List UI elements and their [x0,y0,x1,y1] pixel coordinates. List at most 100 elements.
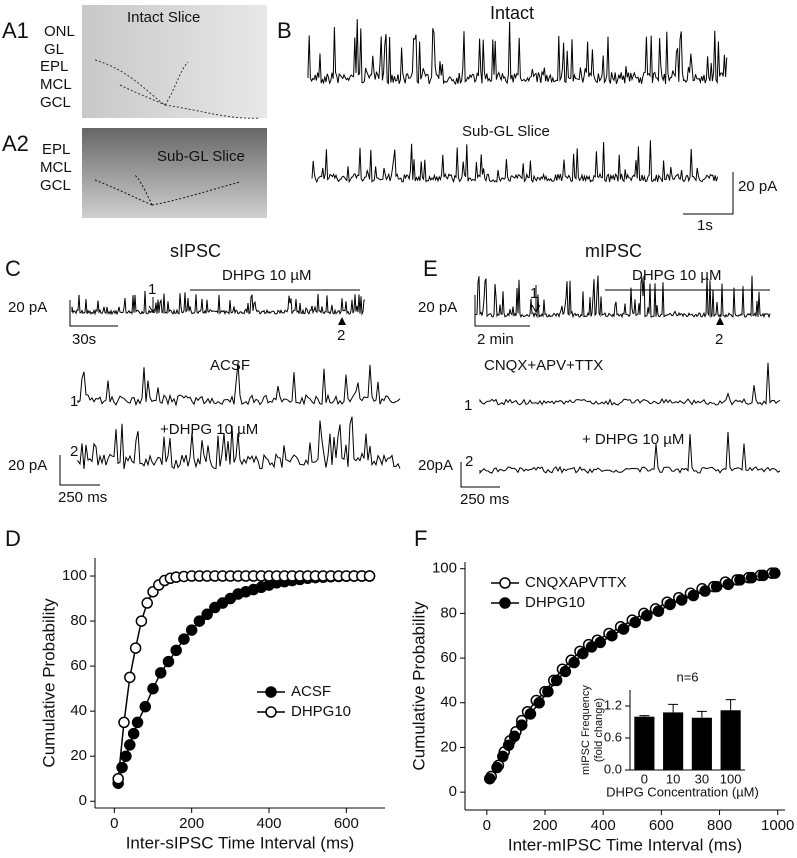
bar [634,716,655,770]
legend-label: DHPG10 [525,594,585,611]
trace-label: +DHPG 10 µM [160,421,258,438]
data-point [124,671,136,684]
y-tick-label: 40 [440,694,457,711]
trace [475,275,771,319]
scale-label: 20 pA [738,178,777,195]
data-point [508,730,521,743]
scale-bar [474,295,530,327]
layer-label: GCL [40,94,71,111]
legend-label: DHPG10 [291,703,351,720]
legend-marker [265,686,277,698]
y-tick-label: 100 [432,560,457,577]
data-point [120,750,132,762]
y-tick-label: 0 [79,792,87,809]
x-axis-label: Inter-mIPSC Time Interval (ms) [508,835,742,853]
data-point [135,615,148,627]
y-axis-label: mIPSC Frequency [580,685,592,775]
data-point [710,580,723,593]
data-point [139,700,152,713]
trace-label: ACSF [210,357,250,374]
y-tick-label: 80 [70,612,87,629]
y-axis-label: Cumulative Probability [39,598,58,768]
data-point [699,585,711,597]
scale-label: 1s [697,217,713,234]
data-point [594,636,607,649]
scale-bar [683,172,734,215]
data-point [502,739,515,751]
data-point [127,727,140,740]
trace [311,140,719,184]
neuron-trace [94,174,241,206]
scale-label: 30s [72,331,96,348]
panel-title: mIPSC [585,241,642,261]
data-point [652,605,665,617]
x-tick-label: 400 [256,815,281,832]
legend-label: ACSF [291,683,331,700]
trace-label: + DHPG 10 µM [582,431,684,448]
trace-label: 2 [70,443,78,460]
panel-label: D [5,526,21,551]
x-tick-label: 400 [591,817,616,834]
inset-title: n=6 [676,669,698,684]
scale-label: 20 pA [8,299,47,316]
y-tick-label: 80 [440,604,457,621]
data-point [641,609,653,622]
data-point [722,578,735,591]
trace [307,19,728,85]
data-point [131,716,144,729]
scale-label: 250 ms [460,491,509,508]
y-tick-label: 0.0 [604,761,622,776]
y-tick-label: 20 [440,738,457,755]
y-axis-label: (fold change) [593,698,605,762]
x-axis-label: Inter-sIPSC Time Interval (ms) [126,833,355,852]
trace-label: 2 [465,453,473,470]
data-point [112,772,124,785]
layer-label: EPL [42,141,70,158]
y-tick-label: 1.2 [604,697,622,712]
panel-label: A1 [2,18,29,43]
trace [77,362,401,407]
marker-label: 2 [337,327,345,344]
slice-image [82,5,267,118]
data-point [524,708,537,720]
data-point [585,641,598,653]
layer-label: MCL [40,76,72,93]
drug-label: DHPG 10 µM [632,267,722,284]
trace-title: Sub-GL Slice [462,123,550,140]
trace [71,290,366,316]
x-tick-label: 600 [649,817,674,834]
data-point [542,685,554,698]
arrow [338,317,346,325]
marker-label: 2 [715,331,723,348]
neuron-trace [94,59,261,119]
y-tick-label: 0 [449,783,457,800]
drug-label: DHPG 10 µM [222,267,312,284]
scale-label: 20 pA [8,457,47,474]
data-point [185,624,198,636]
data-point [124,739,136,751]
scale-bar [59,455,100,486]
y-tick-label: 100 [62,567,87,584]
scale-label: 250 ms [58,489,107,506]
x-tick-label: 1000 [761,817,794,834]
panel-label: B [277,18,292,43]
y-tick-label: 60 [440,649,457,666]
x-tick-label: 600 [334,815,359,832]
x-tick-label: 0 [483,817,491,834]
x-tick-label: 800 [707,817,732,834]
scale-label: 20 pA [418,299,457,316]
panel-label: C [5,256,21,281]
data-point [533,697,545,709]
data-point [170,644,182,657]
data-point [664,598,676,611]
panel-label: F [414,526,427,551]
scale-bar [460,462,500,488]
x-tick-label: 0 [641,771,648,786]
data-point [629,616,641,629]
panel-label: A2 [2,131,29,156]
y-axis-label: Cumulative Probability [409,601,428,771]
layer-label: EPL [40,58,68,75]
y-tick-label: 20 [70,747,87,764]
x-tick-label: 200 [179,815,204,832]
y-tick-label: 60 [70,657,87,674]
